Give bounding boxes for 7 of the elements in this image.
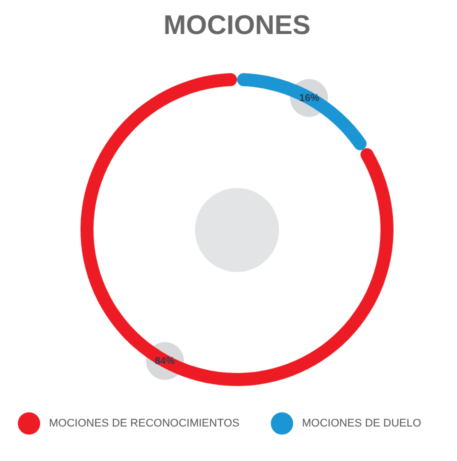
legend-label: MOCIONES DE RECONOCIMIENTOS: [49, 417, 240, 430]
data-label: 16%: [299, 93, 320, 104]
donut-slice: [237, 73, 367, 150]
donut-slice: [80, 73, 394, 386]
legend-label: MOCIONES DE DUELO: [302, 417, 422, 430]
chart-title: MOCIONES: [163, 10, 311, 40]
data-label: 84%: [154, 356, 175, 367]
